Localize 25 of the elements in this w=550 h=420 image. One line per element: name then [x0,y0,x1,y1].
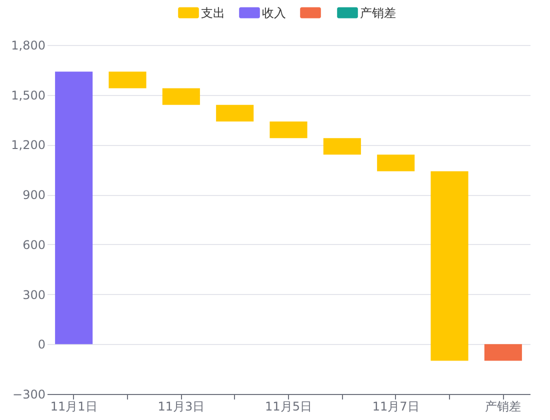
x-tick-label: 11月5日 [265,400,312,414]
bar [323,138,361,155]
y-tick-label: 300 [22,288,46,302]
y-tick-label: 1,200 [11,138,46,152]
bar [216,104,254,122]
x-tick-label: 11月7日 [372,400,420,414]
y-tick-label: 1,800 [11,38,46,52]
bar [377,154,415,172]
bar [55,72,93,344]
bar [484,344,522,361]
bar [430,171,468,361]
x-tick-label: 11月3日 [158,400,205,414]
bar [108,72,146,88]
legend-label: 产销差 [360,6,396,20]
x-tick-label: 11月1日 [50,400,98,414]
y-tick-label: 0 [38,338,46,352]
x-tick-label: 产销差 [485,400,522,414]
legend-label: 支出 [201,6,225,20]
y-tick-label: −300 [12,388,46,402]
y-tick-label: 900 [22,188,46,202]
legend-label: 收入 [262,6,286,20]
y-tick-label: 1,500 [11,88,46,102]
bar [270,121,308,138]
bar [162,88,200,105]
y-tick-label: 600 [22,238,46,252]
